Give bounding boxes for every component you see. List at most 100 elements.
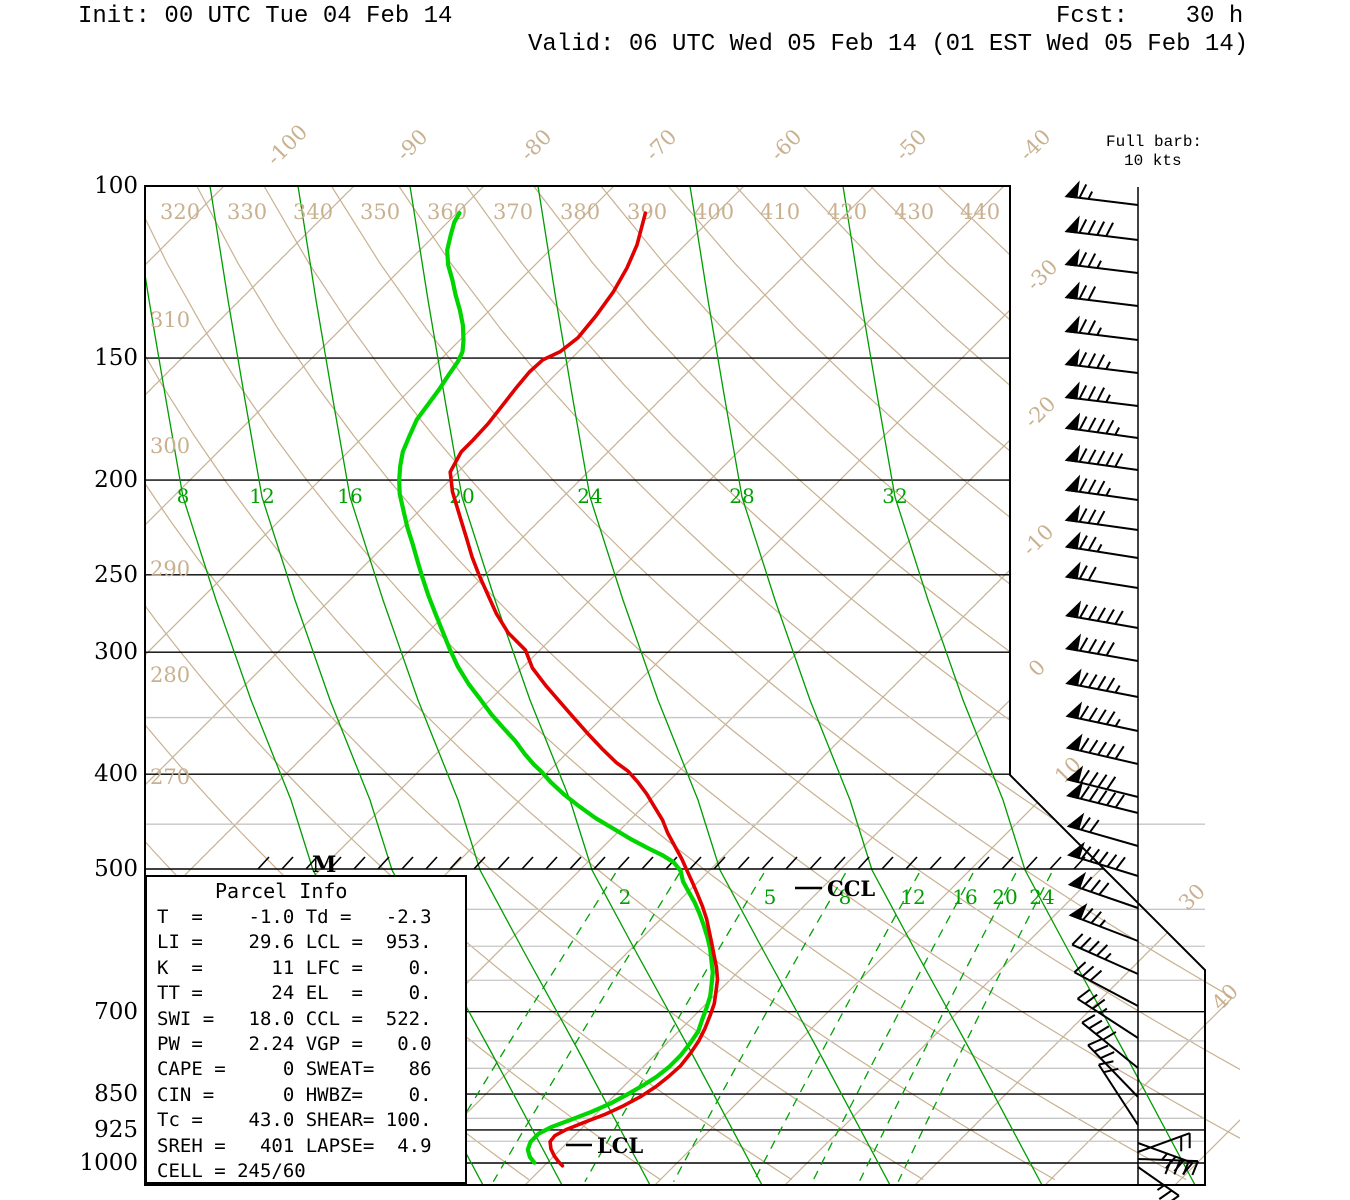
parcel-info-box: Parcel Info T = -1.0 Td = -2.3 LI = 29.6 … (145, 875, 467, 1184)
svg-text:-50: -50 (891, 125, 932, 166)
parcel-info-line: CIN = 0 HWBZ= 0. (157, 1083, 432, 1106)
wind-barb (1066, 781, 1139, 814)
wind-barb (1064, 381, 1139, 407)
parcel-info-line: K = 11 LFC = 0. (157, 956, 432, 979)
wind-barb (1077, 988, 1139, 1039)
svg-text:40: 40 (1207, 979, 1243, 1015)
wind-barb (1064, 474, 1139, 501)
svg-text:8: 8 (839, 885, 852, 909)
svg-text:24: 24 (1029, 885, 1054, 909)
svg-text:320: 320 (160, 200, 200, 224)
svg-text:24: 24 (577, 484, 602, 508)
wind-barb (1064, 180, 1139, 206)
wind-barb (1064, 348, 1139, 374)
wind-barbs (1064, 180, 1199, 1200)
barb-legend-units: 10 kts (1124, 152, 1182, 170)
svg-text:500: 500 (94, 856, 138, 882)
wind-barb (1065, 701, 1139, 732)
svg-text:16: 16 (952, 885, 977, 909)
svg-text:410: 410 (760, 200, 800, 224)
svg-text:-20: -20 (1020, 392, 1061, 433)
svg-text:420: 420 (827, 200, 867, 224)
wind-barb (1065, 733, 1139, 765)
svg-text:-70: -70 (641, 125, 682, 166)
wind-barb (1066, 841, 1139, 877)
wind-barb (1064, 215, 1139, 241)
wind-barb (1065, 668, 1139, 698)
barb-legend-title: Full barb: (1106, 133, 1203, 151)
wind-barb (1087, 1038, 1139, 1098)
svg-text:850: 850 (94, 1081, 138, 1107)
wind-barb (1064, 281, 1139, 307)
wind-barb (1073, 961, 1139, 1007)
svg-text:270: 270 (150, 765, 190, 789)
wind-barb (1064, 504, 1139, 531)
svg-text:16: 16 (337, 484, 362, 508)
wind-barb (1067, 871, 1139, 909)
svg-text:-100: -100 (262, 120, 312, 170)
svg-text:M: M (312, 852, 336, 878)
wind-barb (1071, 933, 1139, 975)
svg-text:-80: -80 (516, 125, 557, 166)
wind-barb (1097, 1060, 1139, 1126)
wind-barb (1064, 531, 1139, 559)
svg-text:290: 290 (150, 557, 190, 581)
parcel-info-line: T = -1.0 Td = -2.3 (157, 906, 432, 928)
svg-text:310: 310 (150, 308, 190, 332)
forecast-hour-label: Fcst: 30 h (1056, 3, 1244, 30)
svg-text:700: 700 (94, 999, 138, 1025)
wind-barb (1064, 633, 1139, 662)
hatched-level-line: M (145, 852, 1105, 878)
parcel-info-line: TT = 24 EL = 0. (157, 982, 432, 1005)
wind-barb (1066, 765, 1139, 798)
svg-text:440: 440 (960, 200, 1000, 224)
svg-text:28: 28 (729, 484, 754, 508)
parcel-info-line: LI = 29.6 LCL = 953. (157, 931, 432, 954)
wind-barb (1066, 812, 1139, 847)
svg-text:280: 280 (150, 663, 190, 687)
svg-text:32: 32 (882, 484, 907, 508)
svg-text:340: 340 (293, 200, 333, 224)
svg-text:-90: -90 (392, 125, 433, 166)
svg-text:250: 250 (94, 562, 138, 588)
wind-barb (1081, 1014, 1139, 1069)
svg-text:12: 12 (900, 885, 925, 909)
parcel-info-line: CELL = 245/60 (157, 1160, 306, 1183)
wind-barb (1137, 1166, 1180, 1200)
svg-text:400: 400 (694, 200, 734, 224)
svg-text:2: 2 (619, 885, 632, 909)
wind-barb (1064, 444, 1139, 471)
svg-text:330: 330 (227, 200, 267, 224)
parcel-info-line: CAPE = 0 SWEAT= 86 (157, 1058, 432, 1081)
svg-text:370: 370 (493, 200, 533, 224)
svg-text:-40: -40 (1015, 125, 1056, 166)
wind-barb (1064, 412, 1139, 439)
svg-text:390: 390 (627, 200, 667, 224)
parcel-info-line: PW = 2.24 VGP = 0.0 (157, 1033, 432, 1056)
parcel-info-line: SREH = 401 LAPSE= 4.9 (157, 1134, 432, 1157)
parcel-info-line: Tc = 43.0 SHEAR= 100. (157, 1109, 432, 1132)
svg-text:350: 350 (360, 200, 400, 224)
svg-text:925: 925 (94, 1117, 138, 1143)
svg-text:300: 300 (150, 434, 190, 458)
svg-text:400: 400 (94, 761, 138, 787)
svg-text:150: 150 (94, 345, 138, 371)
temperature-curve (448, 211, 720, 1168)
plot-frame (144, 185, 1206, 1186)
svg-text:5: 5 (764, 885, 777, 909)
ccl-marker: CCL (795, 876, 875, 901)
svg-text:0: 0 (1024, 655, 1050, 681)
wind-barb (1064, 600, 1139, 629)
parcel-info-title: Parcel Info (215, 879, 348, 903)
svg-text:-30: -30 (1022, 255, 1063, 296)
svg-text:-60: -60 (766, 125, 807, 166)
svg-text:8: 8 (177, 484, 190, 508)
init-time-label: Init: 00 UTC Tue 04 Feb 14 (78, 3, 453, 30)
svg-text:12: 12 (249, 484, 274, 508)
svg-text:LCL: LCL (597, 1133, 643, 1158)
svg-text:-10: -10 (1018, 520, 1059, 561)
svg-text:200: 200 (94, 467, 138, 493)
svg-text:CCL: CCL (827, 876, 875, 901)
